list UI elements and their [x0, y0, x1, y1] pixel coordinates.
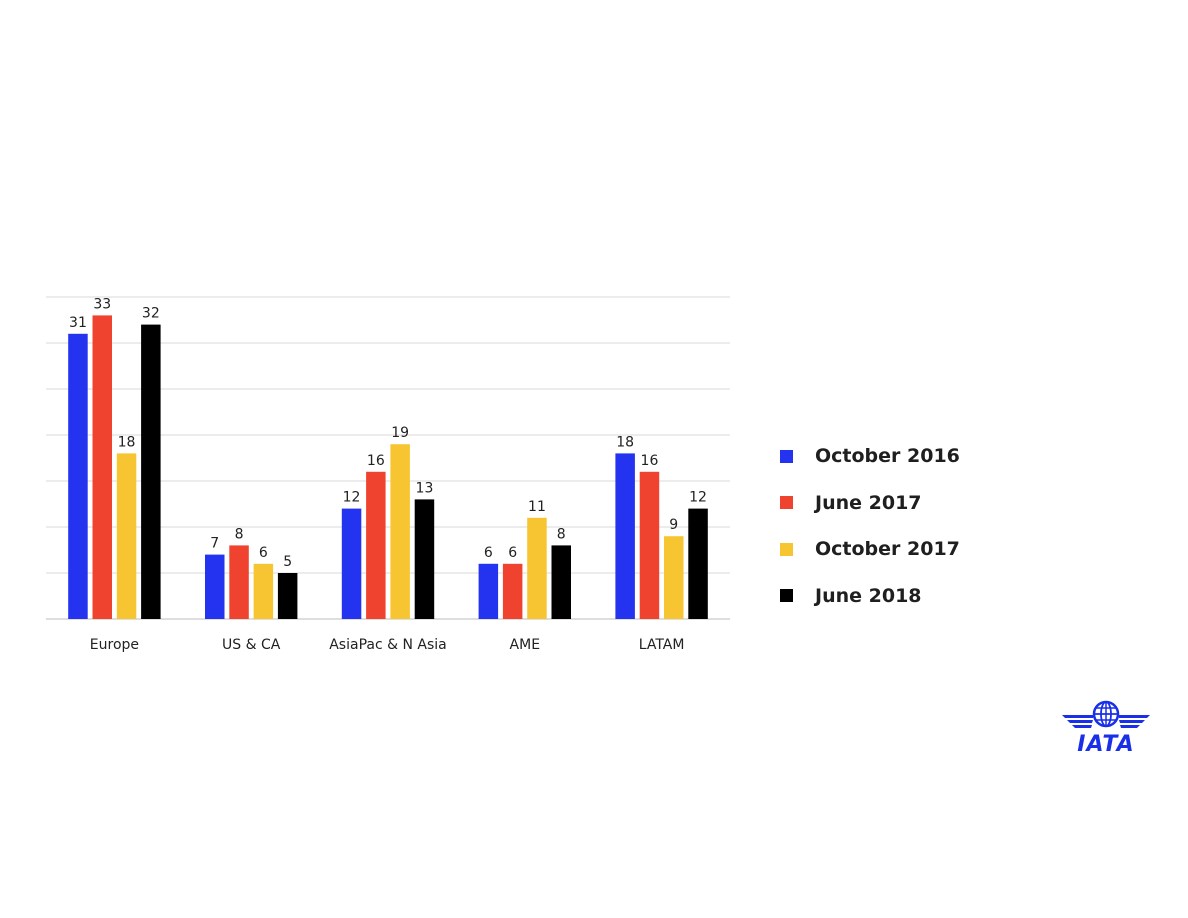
- data-label: 6: [508, 545, 517, 561]
- bar-0-3: [141, 324, 161, 619]
- globe-wings-icon: [1062, 700, 1150, 728]
- bar-4-2: [664, 536, 684, 619]
- bar-0-1: [92, 315, 112, 619]
- category-label: LATAM: [639, 637, 685, 653]
- data-label: 16: [367, 453, 385, 469]
- bar-1-0: [205, 554, 225, 619]
- bar-4-0: [615, 453, 635, 619]
- data-label: 18: [616, 434, 634, 450]
- legend-item: June 2017: [780, 487, 1040, 519]
- data-label: 33: [93, 296, 111, 312]
- data-label: 16: [641, 453, 659, 469]
- data-label: 6: [259, 545, 268, 561]
- data-label: 31: [69, 315, 87, 331]
- legend-swatch: [780, 449, 793, 463]
- bar-4-1: [639, 471, 660, 619]
- legend-swatch: [780, 542, 793, 556]
- bar-2-1: [366, 471, 386, 619]
- data-label: 9: [669, 517, 678, 533]
- bar-2-0: [341, 508, 362, 619]
- bar-3-0: [478, 563, 499, 619]
- legend-label: October 2017: [815, 538, 960, 560]
- data-label: 13: [416, 480, 434, 496]
- bar-0-2: [116, 453, 137, 619]
- legend-item: October 2016: [780, 440, 1040, 472]
- bar-1-3: [277, 573, 298, 619]
- category-label: AsiaPac & N Asia: [329, 637, 447, 653]
- bar-3-3: [551, 545, 571, 619]
- bar-1-1: [229, 545, 249, 619]
- data-label: 7: [210, 536, 219, 552]
- data-label: 8: [557, 526, 566, 542]
- category-label: US & CA: [222, 637, 281, 653]
- category-label: Europe: [90, 637, 139, 653]
- data-label: 19: [391, 425, 409, 441]
- legend-item: June 2018: [780, 580, 1040, 612]
- data-label: 12: [689, 490, 707, 506]
- legend: October 2016 June 2017 October 2017 June 20…: [780, 440, 1040, 626]
- legend-item: October 2017: [780, 533, 1040, 565]
- data-label: 12: [343, 490, 361, 506]
- category-labels: Europe US & CA AsiaPac & N Asia AME LATAM: [90, 637, 685, 653]
- legend-label: October 2016: [815, 445, 960, 467]
- data-label: 32: [142, 306, 160, 322]
- bar-2-2: [390, 444, 410, 619]
- data-label: 5: [283, 554, 292, 570]
- bar-3-1: [502, 563, 523, 619]
- legend-swatch: [780, 589, 793, 602]
- bar-2-3: [414, 499, 435, 619]
- iata-logo: IATA: [1060, 700, 1152, 760]
- legend-swatch: [780, 496, 793, 509]
- category-label: AME: [510, 637, 541, 653]
- bar-1-2: [253, 563, 274, 619]
- data-label: 8: [235, 526, 244, 542]
- legend-label: June 2017: [815, 491, 922, 514]
- data-label: 18: [118, 434, 136, 450]
- bar-3-2: [527, 517, 547, 619]
- logo-text: IATA: [1077, 732, 1135, 757]
- data-label: 11: [528, 499, 546, 515]
- bar-4-3: [688, 508, 708, 619]
- bar-0-0: [68, 333, 88, 619]
- bars: [68, 315, 708, 619]
- legend-label: June 2018: [815, 584, 922, 607]
- data-label: 6: [484, 545, 493, 561]
